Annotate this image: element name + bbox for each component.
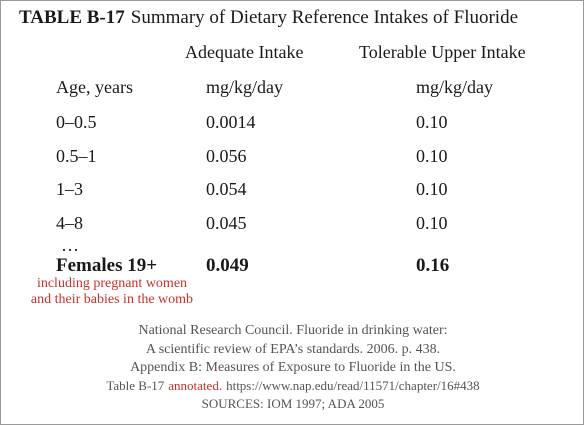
table-cell: 0.054 [206, 179, 247, 199]
table-cell: 0.5–1 [56, 145, 97, 166]
table-cell: 4–8 [56, 212, 83, 233]
table-cell: 1–3 [56, 179, 83, 199]
source-line: A scientific review of EPA’s standards. … [145, 342, 441, 357]
table-cell: 0–0.5 [56, 112, 97, 132]
table-cell: 0.16 [416, 255, 450, 276]
table-cell: 0.049 [206, 255, 249, 276]
note: including pregnant women [36, 276, 188, 291]
table-cell: 0.056 [206, 145, 247, 166]
table-cell: 0.10 [416, 179, 448, 199]
source-line: Table B-17 annotated. https://www.nap.edu/… [1, 378, 583, 394]
column-header: Tolerable Upper Intake [359, 42, 526, 62]
ellipsis: … [61, 235, 79, 255]
units-cell: Age, years [56, 77, 133, 97]
units-cell: mg/kg/day [206, 77, 283, 97]
column-header: Adequate Intake [185, 42, 304, 62]
note: and their babies in the womb [30, 292, 194, 307]
units-cell: mg/kg/day [416, 77, 493, 97]
table-label: TABLE B-17 [19, 7, 125, 28]
source-prefix: Table B-17 [106, 378, 165, 393]
table-cell: 0.0014 [206, 112, 256, 132]
source-line: SOURCES: IOM 1997; ADA 2005 [201, 396, 385, 411]
table-cell: 0.10 [416, 212, 448, 233]
source-url: https://www.nap.edu/read/11571/chapter/1… [226, 378, 480, 393]
table-cell: Females 19+ [56, 255, 158, 276]
table-cell: 0.10 [416, 112, 448, 132]
table-cell: 0.10 [416, 145, 448, 166]
title-text: Summary of Dietary Reference Intakes of … [130, 7, 519, 28]
source-line: National Research Council. Fluoride in d… [138, 323, 448, 338]
annotation: annotated. [168, 378, 223, 393]
source-line: Appendix B: Measures of Exposure to Fluo… [130, 360, 456, 375]
table-title: TABLE B-17 Summary of Dietary Reference I… [19, 7, 518, 29]
table-cell: 0.045 [206, 212, 247, 233]
